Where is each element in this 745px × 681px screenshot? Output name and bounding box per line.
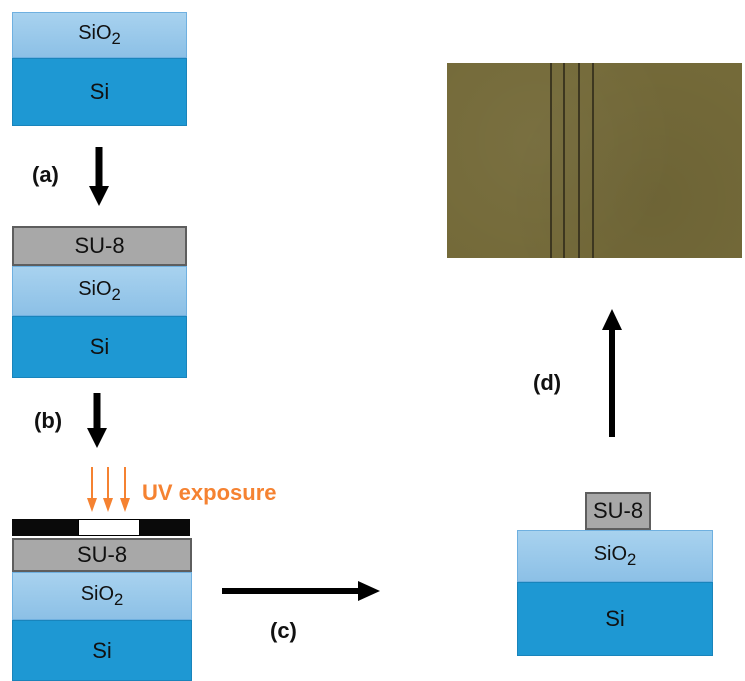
si-label: Si — [89, 79, 110, 104]
su8-label: SU-8 — [76, 542, 128, 567]
uv-arrows-icon — [87, 467, 130, 512]
sio2-layer: SiO2 — [12, 266, 187, 316]
mask-opening — [78, 519, 140, 536]
sio2-layer: SiO2 — [12, 572, 192, 620]
sio2-layer: SiO2 — [517, 530, 713, 582]
su8-label: SU-8 — [74, 233, 125, 258]
arrow-up-icon — [602, 309, 622, 437]
uv-exposure-label: UV exposure — [142, 480, 277, 505]
si-label: Si — [605, 606, 625, 631]
sio2-label: SiO2 — [78, 21, 121, 48]
waveguide-line — [550, 63, 552, 258]
sio2-label: SiO2 — [593, 542, 637, 569]
step-a-label: (a) — [32, 162, 59, 187]
waveguide-line — [563, 63, 565, 258]
su8-label: SU-8 — [592, 498, 644, 523]
arrow-down-icon — [87, 393, 107, 448]
mask-opaque-right — [140, 519, 190, 536]
image-texture — [447, 63, 742, 258]
step-b-label: (b) — [34, 408, 63, 433]
si-layer: Si — [517, 582, 713, 656]
sio2-label: SiO2 — [78, 277, 121, 304]
su8-layer: SU-8 — [12, 226, 187, 266]
sio2-label: SiO2 — [80, 582, 124, 609]
arrow-down-icon — [89, 147, 109, 206]
step-c-label: (c) — [270, 618, 297, 643]
si-layer: Si — [12, 316, 187, 378]
waveguide-line — [592, 63, 594, 258]
si-label: Si — [89, 334, 110, 359]
microscope-image — [447, 63, 742, 258]
waveguide-line — [578, 63, 580, 258]
su8-pattern: SU-8 — [585, 492, 651, 530]
sio2-layer: SiO2 — [12, 12, 187, 58]
su8-layer: SU-8 — [12, 538, 192, 572]
si-layer: Si — [12, 58, 187, 126]
mask-opaque-left — [12, 519, 78, 536]
step-d-label: (d) — [533, 370, 562, 395]
si-label: Si — [92, 637, 112, 663]
arrow-right-icon — [222, 581, 380, 601]
